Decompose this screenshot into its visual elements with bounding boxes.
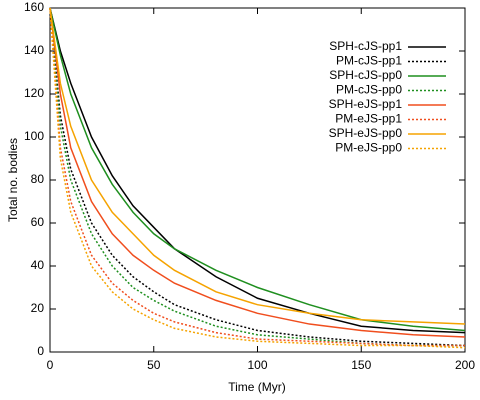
series-line — [49, 7, 466, 334]
y-tick-label: 0 — [37, 344, 44, 358]
y-tick-label: 20 — [31, 301, 45, 315]
series-line — [49, 7, 465, 347]
series-line — [49, 7, 466, 332]
y-tick-label: 140 — [24, 43, 44, 57]
legend-label: PM-eJS-pp0 — [335, 141, 402, 155]
legend-label: PM-cJS-pp0 — [336, 83, 402, 97]
y-tick-label: 100 — [24, 129, 44, 143]
legend-label: SPH-eJS-pp0 — [329, 126, 403, 140]
y-tick-label: 160 — [24, 0, 44, 14]
y-tick-label: 40 — [31, 258, 45, 272]
legend-label: PM-eJS-pp1 — [335, 112, 402, 126]
x-tick-label: 200 — [455, 358, 475, 372]
legend-label: SPH-eJS-pp1 — [329, 97, 403, 111]
legend-label: PM-cJS-pp1 — [336, 54, 402, 68]
legend-label: SPH-cJS-pp0 — [329, 68, 402, 82]
x-tick-label: 50 — [147, 358, 161, 372]
y-tick-label: 60 — [31, 215, 45, 229]
x-tick-label: 0 — [47, 358, 54, 372]
series-line — [49, 7, 466, 325]
x-axis-label: Time (Myr) — [228, 380, 286, 394]
series-line — [49, 7, 466, 347]
series-line — [49, 7, 466, 349]
x-tick-label: 150 — [351, 358, 371, 372]
y-axis-label: Total no. bodies — [6, 138, 20, 222]
y-tick-label: 120 — [24, 86, 44, 100]
plot-frame — [49, 7, 466, 353]
y-tick-label: 80 — [31, 172, 45, 186]
legend-label: SPH-cJS-pp1 — [329, 39, 402, 53]
series-line — [49, 7, 466, 338]
x-tick-label: 100 — [247, 358, 267, 372]
